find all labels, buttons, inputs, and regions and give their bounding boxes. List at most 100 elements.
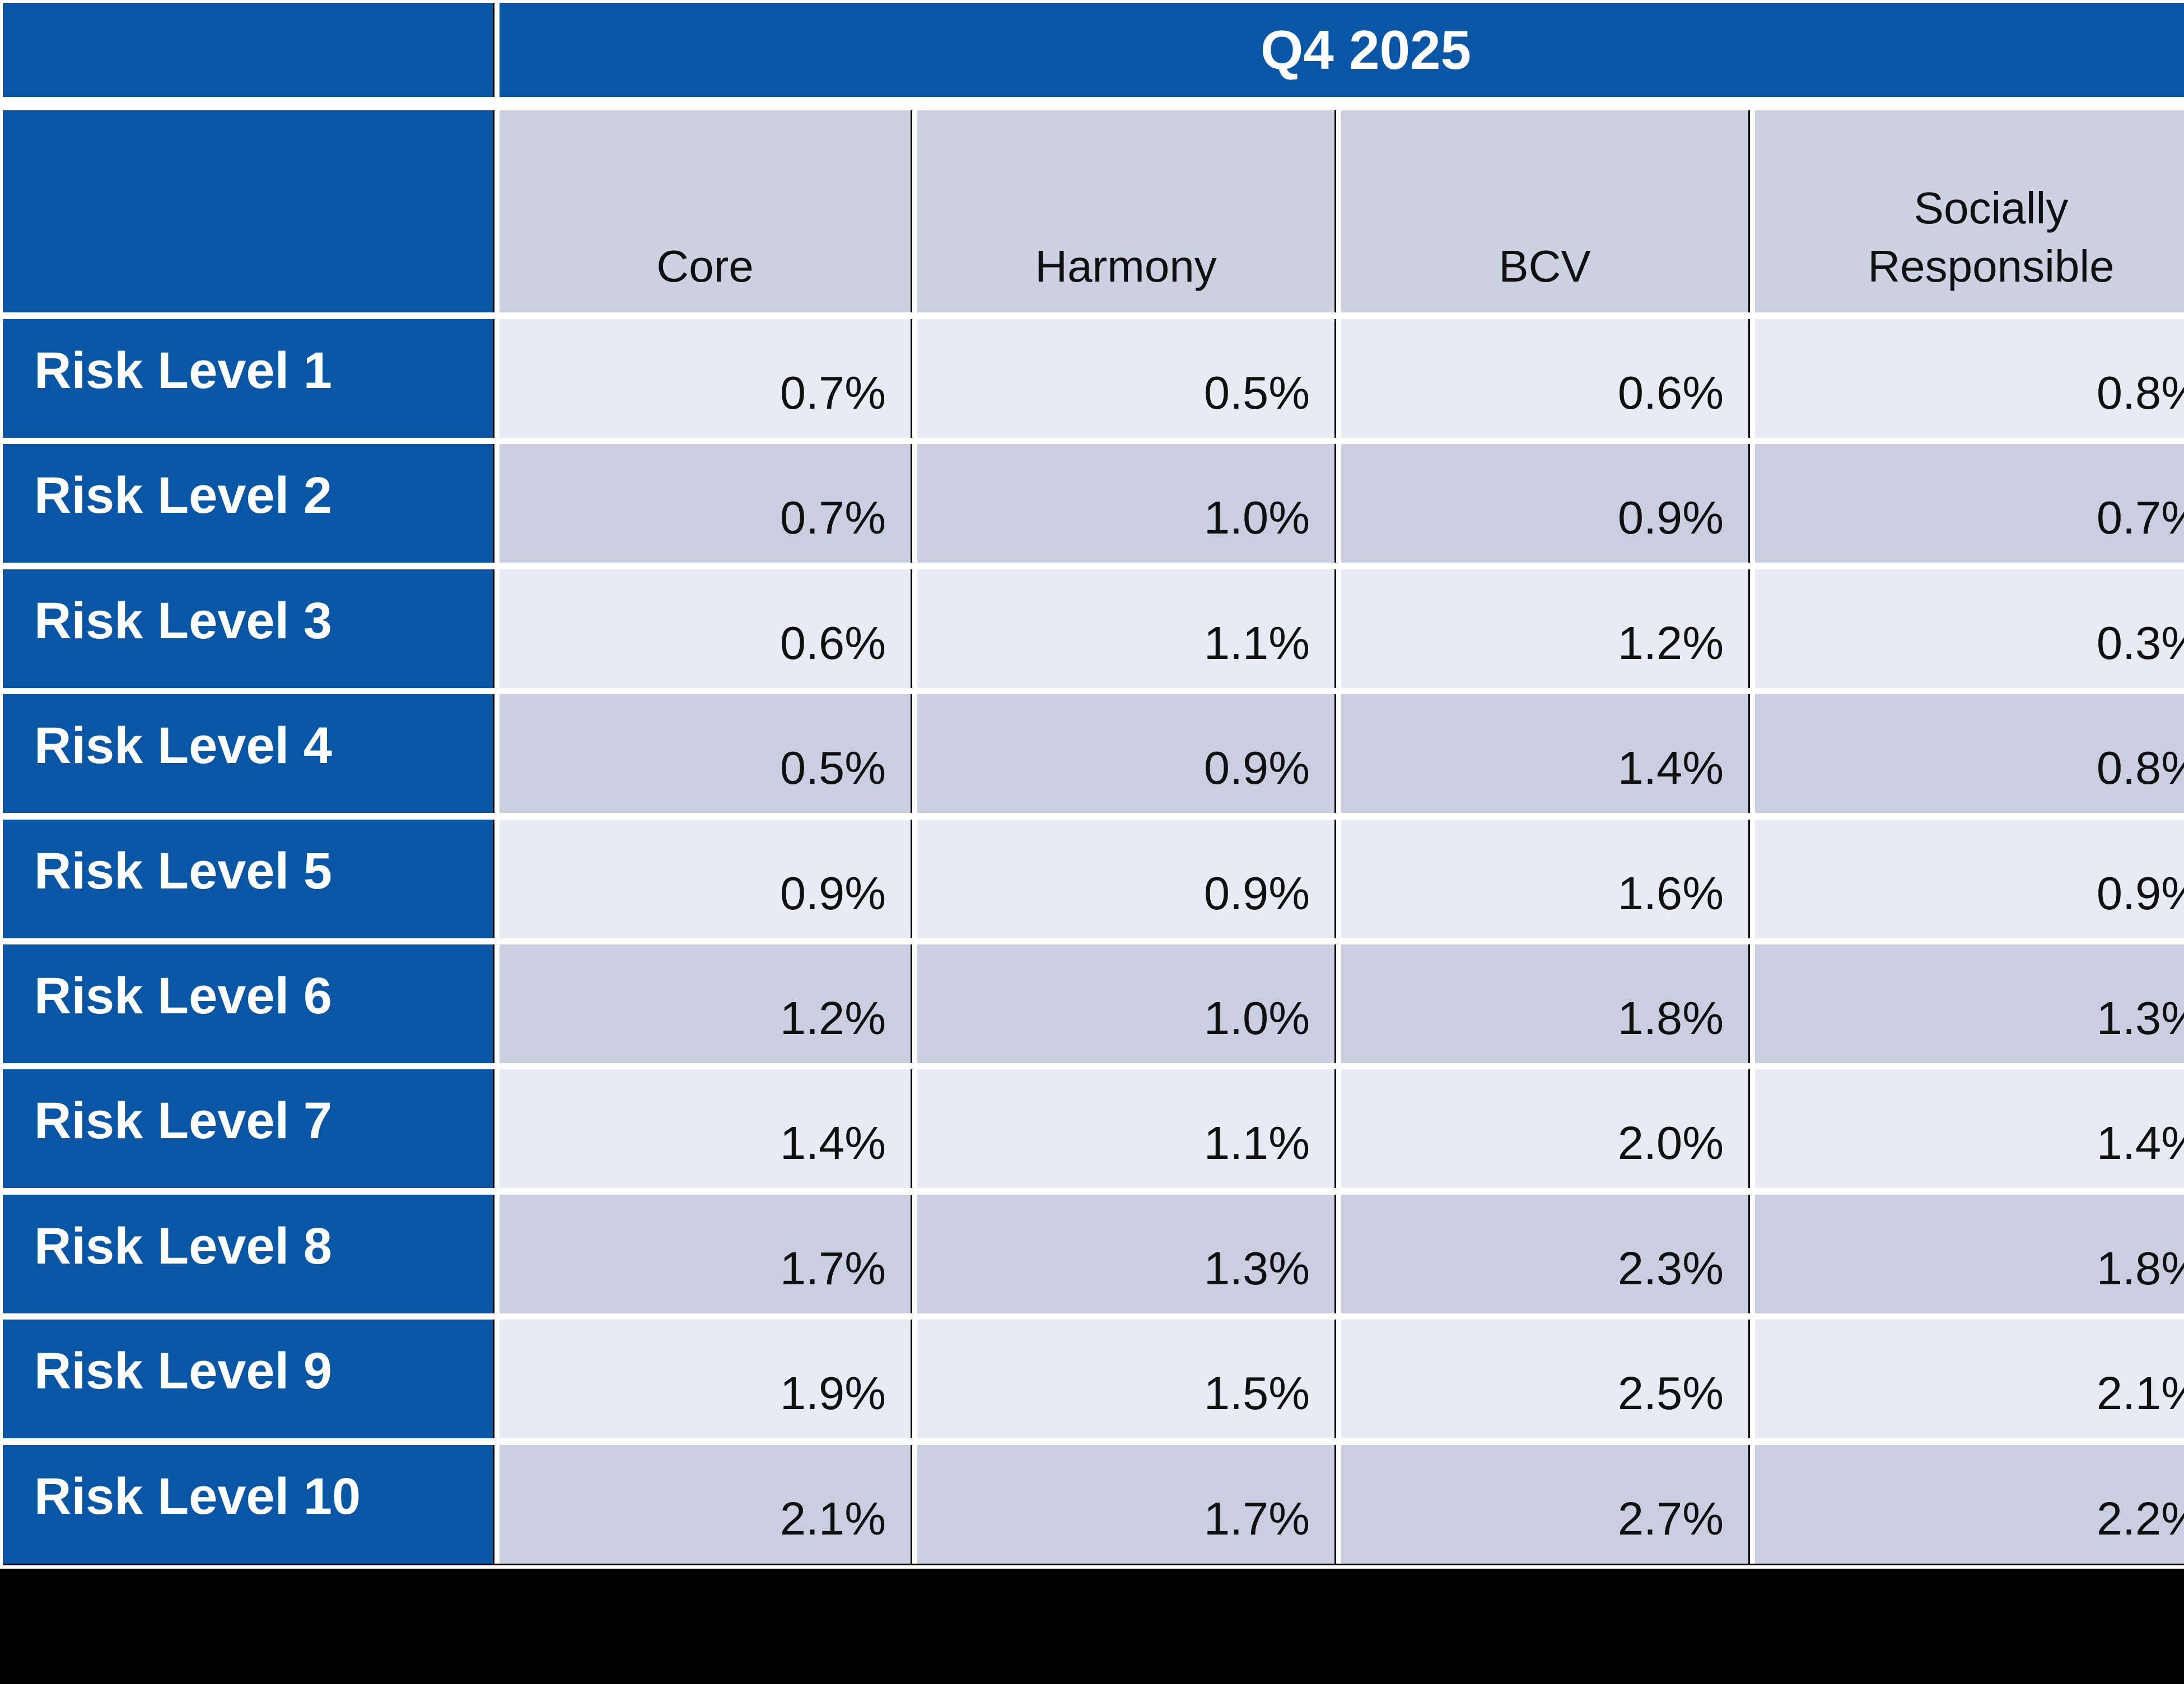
value-text: 1.7%	[780, 1242, 886, 1294]
row-header-spacer-cell	[3, 110, 494, 312]
value-text: 1.2%	[780, 992, 886, 1044]
row-label: Risk Level 5	[34, 842, 332, 900]
value-text: 1.1%	[1203, 1117, 1310, 1169]
value-cell: 0.9%	[1755, 820, 2184, 938]
value-text: 1.3%	[1203, 1242, 1310, 1294]
row-label-cell: Risk Level 7	[3, 1069, 494, 1188]
column-header-core: Core	[500, 110, 912, 312]
value-cell: 0.8%	[1755, 694, 2184, 813]
value-cell: 0.7%	[500, 444, 912, 563]
row-label: Risk Level 7	[34, 1092, 332, 1149]
column-header-harmony-label: Harmony	[1035, 241, 1217, 291]
value-cell: 0.7%	[500, 319, 912, 438]
column-header-bcv-label: BCV	[1499, 241, 1591, 291]
value-cell: 1.6%	[1341, 820, 1750, 938]
row-label-cell: Risk Level 4	[3, 694, 494, 813]
value-text: 0.5%	[1203, 367, 1310, 419]
row-label-cell: Risk Level 1	[3, 319, 494, 438]
table-row: Risk Level 9 1.9% 1.5% 2.5% 2.1%	[3, 1320, 2184, 1438]
value-text: 0.7%	[2096, 492, 2184, 544]
value-text: 1.4%	[780, 1117, 886, 1169]
value-text: 2.1%	[780, 1493, 886, 1545]
value-cell: 2.7%	[1341, 1445, 1750, 1564]
table-row: Risk Level 3 0.6% 1.1% 1.2% 0.3%	[3, 569, 2184, 688]
value-cell: 1.3%	[1755, 944, 2184, 1063]
row-label-cell: Risk Level 8	[3, 1195, 494, 1313]
column-header-row: Core Harmony BCV Socially Responsible	[3, 110, 2184, 312]
value-text: 1.8%	[1617, 992, 1724, 1044]
value-cell: 1.5%	[917, 1320, 1336, 1438]
column-header-harmony: Harmony	[917, 110, 1336, 312]
row-label: Risk Level 10	[34, 1467, 361, 1525]
value-text: 0.3%	[2096, 617, 2184, 669]
period-header-cell: Q4 2025	[500, 3, 2184, 97]
value-text: 1.0%	[1203, 992, 1310, 1044]
value-cell: 2.1%	[500, 1445, 912, 1564]
value-text: 0.7%	[780, 492, 886, 544]
value-cell: 1.1%	[917, 569, 1336, 688]
value-cell: 0.8%	[1755, 319, 2184, 438]
value-cell: 0.6%	[1341, 319, 1750, 438]
row-label: Risk Level 3	[34, 592, 332, 649]
row-label: Risk Level 1	[34, 342, 332, 399]
value-cell: 1.7%	[917, 1445, 1336, 1564]
value-cell: 1.0%	[917, 444, 1336, 563]
value-cell: 0.9%	[917, 694, 1336, 813]
value-text: 0.7%	[780, 367, 886, 419]
value-cell: 1.4%	[1755, 1069, 2184, 1188]
value-cell: 2.5%	[1341, 1320, 1750, 1438]
column-header-socially-responsible: Socially Responsible	[1755, 110, 2184, 312]
value-text: 1.5%	[1203, 1367, 1310, 1419]
column-header-core-label: Core	[656, 241, 754, 291]
bottom-letterbox	[0, 1569, 2184, 1684]
value-text: 2.5%	[1617, 1367, 1724, 1419]
value-cell: 2.0%	[1341, 1069, 1750, 1188]
table-row: Risk Level 8 1.7% 1.3% 2.3% 1.8%	[3, 1195, 2184, 1313]
period-header-label: Q4 2025	[1261, 18, 1471, 81]
value-text: 0.8%	[2096, 742, 2184, 794]
value-text: 1.0%	[1203, 492, 1310, 544]
value-text: 0.9%	[1203, 867, 1310, 919]
value-text: 0.9%	[780, 867, 886, 919]
period-header-row: Q4 2025	[3, 3, 2184, 97]
value-cell: 1.8%	[1341, 944, 1750, 1063]
value-text: 1.8%	[2096, 1242, 2184, 1294]
value-text: 0.9%	[1203, 742, 1310, 794]
value-text: 1.7%	[1203, 1493, 1310, 1545]
value-text: 0.6%	[1617, 367, 1724, 419]
row-label-cell: Risk Level 10	[3, 1445, 494, 1564]
row-label: Risk Level 9	[34, 1342, 332, 1400]
row-label-cell: Risk Level 6	[3, 944, 494, 1063]
value-cell: 1.7%	[500, 1195, 912, 1313]
value-text: 0.5%	[780, 742, 886, 794]
value-cell: 2.2%	[1755, 1445, 2184, 1564]
column-header-bcv: BCV	[1341, 110, 1750, 312]
value-cell: 0.5%	[917, 319, 1336, 438]
value-text: 1.9%	[780, 1367, 886, 1419]
value-cell: 2.3%	[1341, 1195, 1750, 1313]
value-cell: 1.4%	[500, 1069, 912, 1188]
value-cell: 0.9%	[1341, 444, 1750, 563]
value-cell: 1.2%	[500, 944, 912, 1063]
value-cell: 0.7%	[1755, 444, 2184, 563]
table-row: Risk Level 6 1.2% 1.0% 1.8% 1.3%	[3, 944, 2184, 1063]
row-label: Risk Level 6	[34, 967, 332, 1025]
value-text: 2.3%	[1617, 1242, 1724, 1294]
value-cell: 2.1%	[1755, 1320, 2184, 1438]
value-text: 1.2%	[1617, 617, 1724, 669]
value-cell: 0.3%	[1755, 569, 2184, 688]
value-cell: 0.6%	[500, 569, 912, 688]
value-text: 2.7%	[1617, 1493, 1724, 1545]
value-text: 0.8%	[2096, 367, 2184, 419]
table-row: Risk Level 7 1.4% 1.1% 2.0% 1.4%	[3, 1069, 2184, 1188]
value-cell: 1.9%	[500, 1320, 912, 1438]
row-label-cell: Risk Level 5	[3, 820, 494, 938]
value-cell: 1.0%	[917, 944, 1336, 1063]
row-label-cell: Risk Level 9	[3, 1320, 494, 1438]
value-text: 1.6%	[1617, 867, 1724, 919]
value-text: 0.6%	[780, 617, 886, 669]
value-text: 0.9%	[2096, 867, 2184, 919]
table-bottom-border	[3, 1564, 2184, 1565]
value-text: 2.0%	[1617, 1117, 1724, 1169]
